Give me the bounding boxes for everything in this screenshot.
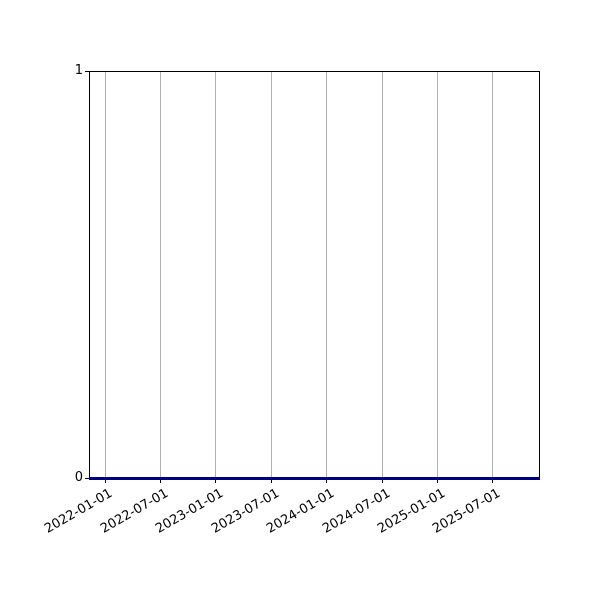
x-axis-tick <box>326 479 328 483</box>
x-axis-tick <box>437 479 439 483</box>
plot-area <box>89 71 540 480</box>
vertical-gridline <box>104 72 106 478</box>
vertical-gridline <box>159 72 161 478</box>
vertical-gridline <box>492 72 494 478</box>
vertical-gridline <box>437 72 439 478</box>
x-axis-tick <box>104 479 106 483</box>
series-line <box>89 477 540 480</box>
vertical-gridline <box>215 72 217 478</box>
x-axis-tick <box>159 479 161 483</box>
y-axis-tick-label-1: 1 <box>74 63 83 78</box>
vertical-gridline <box>381 72 383 478</box>
y-axis-tick-1 <box>85 71 89 72</box>
vertical-gridline <box>270 72 272 478</box>
x-axis-tick <box>381 479 383 483</box>
y-axis-tick-0 <box>85 478 89 479</box>
x-axis-tick <box>215 479 217 483</box>
x-axis-tick <box>270 479 272 483</box>
vertical-gridline <box>326 72 328 478</box>
x-axis-tick <box>492 479 494 483</box>
y-axis-tick-label-0: 0 <box>74 470 83 485</box>
